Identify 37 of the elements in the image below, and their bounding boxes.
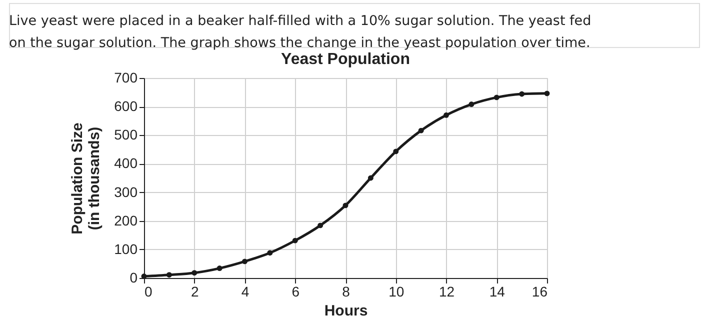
point: [393, 148, 399, 154]
x-tick-label: 16: [532, 284, 548, 300]
x-tick-label: 2: [190, 284, 199, 300]
point: [468, 102, 474, 108]
chart-title: Yeast Population: [281, 51, 410, 68]
y-tick-label: 100: [114, 240, 138, 257]
point: [216, 266, 222, 272]
y-tick-label: 200: [114, 212, 138, 228]
x-tick-label: 6: [292, 284, 300, 300]
point: [444, 112, 449, 118]
point: [267, 250, 273, 256]
point: [494, 94, 500, 100]
text: Live yeast were placed in a beaker half-filled with a 10% sugar solution. The yeast fed on the sugar solution. The graph shows the change in the yeast population over time.: [9, 13, 592, 51]
y-tick-label: 500: [114, 126, 138, 143]
point: [292, 238, 298, 244]
point: [544, 90, 550, 96]
x-tick-label: 12: [438, 284, 455, 300]
point: [166, 272, 172, 278]
point: [318, 222, 324, 228]
y-tick-label: 700: [114, 70, 138, 86]
point: [418, 128, 424, 134]
y-axis-title: Population Size (in thousands): [69, 122, 104, 234]
y-tick-label: 400: [114, 155, 138, 172]
x-axis-title: Hours: [324, 302, 368, 320]
y-tick-label: 300: [114, 184, 138, 200]
point: [242, 258, 248, 264]
point: [368, 175, 374, 181]
x-tick-label: 10: [388, 284, 404, 300]
point: [519, 91, 525, 97]
x-tick-label: 0: [144, 284, 152, 300]
x-tick-label: 14: [489, 284, 506, 300]
x-tick-label: 4: [241, 284, 250, 300]
point: [342, 202, 348, 208]
y-tick-label: 0: [130, 270, 138, 286]
x-tick-label: 8: [342, 284, 350, 300]
point: [192, 270, 198, 276]
y-tick-label: 600: [114, 98, 138, 114]
